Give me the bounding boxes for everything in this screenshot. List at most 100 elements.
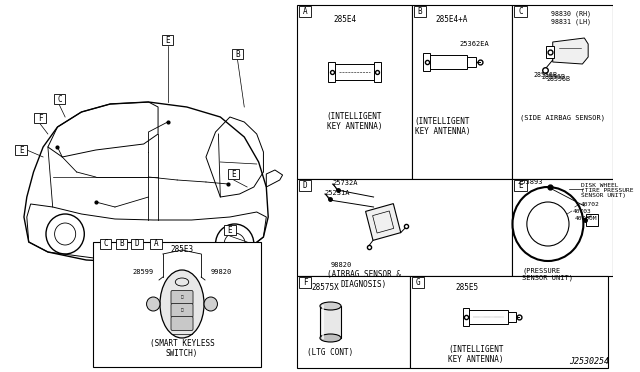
Bar <box>299 6 311 17</box>
Text: 28599: 28599 <box>132 269 153 275</box>
Text: B: B <box>236 49 240 58</box>
Text: E: E <box>228 225 232 234</box>
Bar <box>335 64 374 80</box>
Bar <box>150 239 162 249</box>
Bar <box>100 239 111 249</box>
Text: 98820: 98820 <box>330 262 352 268</box>
Text: B: B <box>418 7 422 16</box>
Text: D: D <box>134 240 140 248</box>
Text: DISK WHEEL: DISK WHEEL <box>582 183 619 187</box>
Bar <box>232 49 243 59</box>
Text: 40703: 40703 <box>573 208 591 214</box>
Text: 25362EA: 25362EA <box>460 41 490 47</box>
Text: C: C <box>518 7 523 16</box>
Polygon shape <box>365 203 401 240</box>
Bar <box>412 5 513 179</box>
Text: 285E4: 285E4 <box>333 15 356 23</box>
Text: 40702: 40702 <box>580 202 599 206</box>
Text: 28556B: 28556B <box>546 76 570 82</box>
Bar <box>35 113 46 123</box>
Text: (AIRBAG SENSOR &
DIAGNOSIS): (AIRBAG SENSOR & DIAGNOSIS) <box>327 270 401 289</box>
Ellipse shape <box>320 334 341 342</box>
Text: A: A <box>303 7 307 16</box>
Bar <box>513 179 613 276</box>
Polygon shape <box>553 38 588 64</box>
Text: E: E <box>165 35 170 45</box>
Text: B: B <box>119 240 124 248</box>
Text: E: E <box>19 145 24 154</box>
Circle shape <box>147 297 160 311</box>
Text: A: A <box>154 240 159 248</box>
Bar <box>93 242 260 367</box>
Text: SENSOR UNIT): SENSOR UNIT) <box>582 192 627 198</box>
Bar <box>297 276 410 368</box>
Text: (TIRE PRESSURE: (TIRE PRESSURE <box>582 187 634 192</box>
Ellipse shape <box>320 302 341 310</box>
Bar <box>513 5 613 179</box>
Text: E: E <box>518 181 523 190</box>
Bar <box>328 61 335 83</box>
Text: (INTELLIGENT
KEY ANTENNA): (INTELLIGENT KEY ANTENNA) <box>326 112 382 131</box>
Circle shape <box>204 297 218 311</box>
Bar <box>131 239 143 249</box>
Bar <box>299 277 311 288</box>
Text: J2530254: J2530254 <box>569 357 609 366</box>
FancyBboxPatch shape <box>171 291 193 305</box>
Bar <box>15 145 27 155</box>
Text: 28556B: 28556B <box>533 72 557 78</box>
Bar <box>515 180 527 191</box>
Bar <box>430 55 467 69</box>
Text: F: F <box>38 113 42 122</box>
Bar <box>374 61 381 83</box>
Text: 285E3: 285E3 <box>170 246 193 254</box>
Text: 40700M: 40700M <box>575 215 597 221</box>
Bar <box>299 180 311 191</box>
Bar <box>228 169 239 179</box>
Text: 99820: 99820 <box>211 269 232 275</box>
Text: (SMART KEYLESS
SWITCH): (SMART KEYLESS SWITCH) <box>150 339 214 358</box>
FancyBboxPatch shape <box>171 317 193 330</box>
Text: C: C <box>57 94 61 103</box>
Text: 🔓: 🔓 <box>180 308 183 312</box>
Bar <box>320 306 341 338</box>
Bar <box>412 277 424 288</box>
Text: 285E4+A: 285E4+A <box>436 15 468 23</box>
Bar <box>297 179 513 276</box>
Bar <box>414 6 426 17</box>
Bar <box>546 46 554 58</box>
FancyBboxPatch shape <box>171 304 193 317</box>
Bar <box>162 35 173 45</box>
Bar <box>469 310 508 324</box>
Text: 28575X: 28575X <box>312 283 340 292</box>
Ellipse shape <box>160 270 204 338</box>
Text: 253893: 253893 <box>517 179 543 185</box>
Bar <box>463 308 469 326</box>
Text: (PRESSURE
SENSOR UNIT): (PRESSURE SENSOR UNIT) <box>522 267 573 281</box>
Text: (INTELLIGENT
KEY ANTENNA): (INTELLIGENT KEY ANTENNA) <box>449 345 504 365</box>
Bar <box>508 312 516 322</box>
Text: G: G <box>416 278 420 287</box>
Text: F: F <box>303 278 307 287</box>
Bar <box>410 276 608 368</box>
Text: C: C <box>103 240 108 248</box>
Text: (LTG CONT): (LTG CONT) <box>307 347 354 356</box>
Text: 🔒: 🔒 <box>180 295 183 299</box>
Text: 25231A: 25231A <box>324 190 350 196</box>
Bar <box>297 5 412 179</box>
Bar <box>116 239 127 249</box>
Text: E: E <box>232 170 236 179</box>
Bar <box>54 94 65 104</box>
Bar <box>424 53 430 71</box>
Text: 285E5: 285E5 <box>455 282 478 292</box>
Bar <box>224 225 236 235</box>
Text: 28556B: 28556B <box>541 74 565 80</box>
Text: (SIDE AIRBAG SENSOR): (SIDE AIRBAG SENSOR) <box>520 114 605 121</box>
Text: (INTELLIGENT
KEY ANTENNA): (INTELLIGENT KEY ANTENNA) <box>415 117 470 137</box>
Text: 25732A: 25732A <box>332 180 358 186</box>
Text: D: D <box>303 181 307 190</box>
Text: 98831 (LH): 98831 (LH) <box>551 19 591 25</box>
Bar <box>586 214 598 226</box>
Bar <box>467 57 476 67</box>
Text: 98830 (RH): 98830 (RH) <box>551 11 591 17</box>
Bar <box>515 6 527 17</box>
